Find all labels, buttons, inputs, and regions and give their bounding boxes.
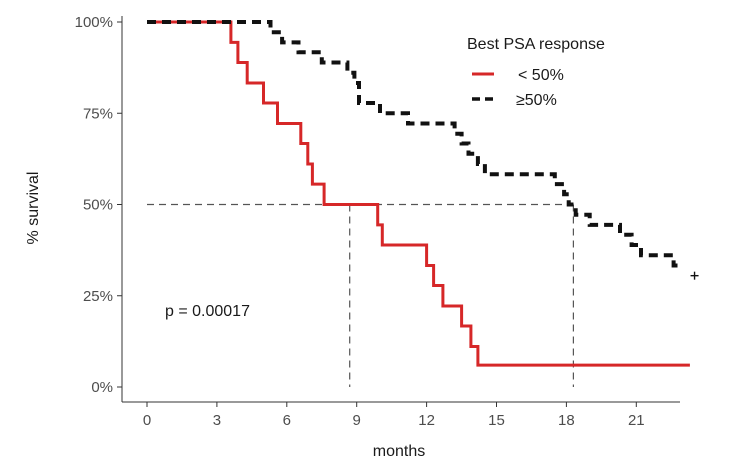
y-tick-label-75: 75% [83, 105, 113, 122]
p-value-annotation: p = 0.00017 [165, 303, 250, 320]
legend-title: Best PSA response [467, 36, 605, 53]
plot-guides [147, 203, 574, 387]
x-tick-label-9: 9 [353, 412, 361, 429]
y-tick-label-0: 0% [91, 379, 113, 396]
survival-curve-ge50 [147, 20, 683, 268]
legend: Best PSA response < 50% ≥50% [467, 36, 605, 109]
legend-label-lt50: < 50% [518, 67, 564, 84]
y-tick-label-50: 50% [83, 197, 113, 214]
y-tick-label-25: 25% [83, 288, 113, 305]
survival-curve-lt50 [147, 20, 690, 367]
x-tick-label-18: 18 [558, 412, 575, 429]
plot-series [147, 20, 699, 367]
x-tick-label-0: 0 [143, 412, 151, 429]
x-tick-label-3: 3 [213, 412, 221, 429]
plot-axes: 0% 25% 50% 75% 100% 0 3 6 9 12 15 18 21 [75, 14, 680, 429]
x-axis-title: months [373, 443, 425, 460]
y-axis-title: % survival [25, 172, 42, 245]
y-tick-label-100: 100% [75, 14, 113, 31]
legend-label-ge50: ≥50% [516, 92, 557, 109]
x-tick-label-21: 21 [628, 412, 645, 429]
x-tick-label-12: 12 [418, 412, 435, 429]
x-tick-label-15: 15 [488, 412, 505, 429]
x-tick-label-6: 6 [283, 412, 291, 429]
